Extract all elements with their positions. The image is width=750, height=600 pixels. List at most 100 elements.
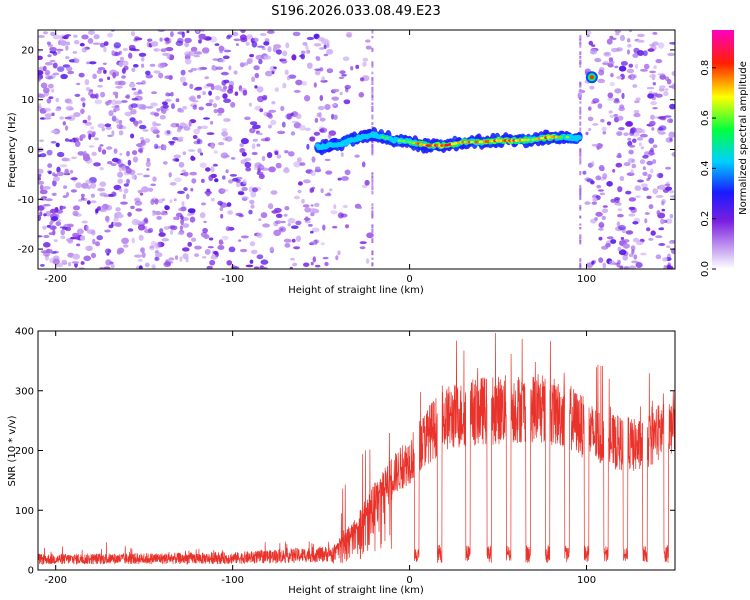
- heatmap-noise-cell: [647, 174, 653, 178]
- heatmap-noise-cell: [83, 255, 91, 262]
- heatmap-noise-cell: [274, 151, 279, 155]
- heatmap-noise-cell: [239, 148, 246, 153]
- heatmap-noise-cell: [198, 106, 204, 111]
- heatmap-noise-cell: [263, 41, 270, 46]
- heatmap-noise-cell: [657, 42, 665, 49]
- heatmap-noise-cell: [65, 105, 73, 111]
- heatmap-noise-cell: [116, 123, 123, 130]
- heatmap-stripe-cell: [371, 250, 374, 256]
- heatmap-noise-cell: [249, 121, 258, 126]
- heatmap-noise-cell: [249, 127, 256, 134]
- heatmap-noise-cell: [617, 214, 624, 218]
- heatmap-noise-cell: [164, 75, 171, 79]
- heatmap-noise-cell: [113, 148, 118, 154]
- heatmap-noise-cell: [55, 221, 62, 227]
- heatmap-noise-cell: [228, 84, 234, 91]
- heatmap-noise-cell: [606, 181, 613, 187]
- heatmap-noise-cell: [249, 199, 255, 205]
- heatmap-noise-cell: [118, 130, 124, 136]
- heatmap-noise-cell: [248, 102, 252, 107]
- heatmap-stripe-cell: [579, 215, 582, 219]
- heatmap-noise-cell: [88, 61, 97, 65]
- heatmap-noise-cell: [66, 41, 71, 46]
- heatmap-noise-cell: [199, 152, 204, 156]
- heatmap-noise-cell: [152, 212, 156, 217]
- heatmap-noise-cell: [267, 203, 274, 210]
- heatmap-noise-cell: [319, 47, 325, 50]
- heatmap-stripe-cell: [579, 85, 582, 88]
- heatmap-noise-cell: [88, 145, 95, 148]
- heatmap-noise-cell: [152, 176, 157, 182]
- heatmap-noise-cell: [664, 183, 671, 187]
- heatmap-noise-cell: [80, 134, 86, 139]
- heatmap-noise-cell: [58, 219, 62, 222]
- heatmap-noise-cell: [190, 156, 196, 161]
- heatmap-ytick-label: -10: [18, 195, 34, 206]
- heatmap-noise-cell: [657, 73, 666, 76]
- heatmap-stripe-cell: [371, 207, 374, 210]
- heatmap-noise-cell: [244, 161, 252, 168]
- heatmap-stripe-cell: [371, 224, 374, 228]
- heatmap-noise-cell: [327, 134, 332, 139]
- heatmap-noise-cell: [614, 30, 622, 34]
- heatmap-noise-cell: [659, 116, 667, 121]
- heatmap-noise-cell: [308, 224, 313, 227]
- heatmap-noise-cell: [254, 85, 258, 89]
- snr-axes: -200 -100 0 100 0 100 200 300 400: [15, 327, 675, 586]
- heatmap-noise-cell: [133, 91, 141, 96]
- heatmap-noise-cell: [199, 162, 207, 168]
- heatmap-noise-cell: [99, 209, 107, 213]
- heatmap-noise-cell: [661, 208, 666, 212]
- heatmap-noise-cell: [275, 162, 282, 169]
- heatmap-noise-cell: [210, 120, 214, 125]
- heatmap-noise-cell: [156, 108, 161, 112]
- heatmap-stripe-cell: [371, 94, 374, 99]
- snr-xlabel: Height of straight line (km): [288, 585, 424, 596]
- heatmap-noise-cell: [116, 213, 124, 219]
- heatmap-noise-cell: [235, 181, 241, 188]
- heatmap-noise-cell: [48, 171, 52, 175]
- heatmap-noise-cell: [98, 146, 102, 153]
- heatmap-noise-cell: [633, 110, 640, 114]
- heatmap-noise-cell: [137, 221, 145, 225]
- heatmap-noise-cell: [43, 203, 51, 207]
- heatmap-noise-cell: [64, 116, 72, 120]
- heatmap-noise-cell: [317, 36, 325, 42]
- heatmap-stripe-cell: [371, 182, 374, 186]
- heatmap-noise-cell: [60, 40, 67, 46]
- heatmap-noise-cell: [63, 185, 68, 189]
- heatmap-noise-cell: [628, 75, 632, 79]
- heatmap-noise-cell: [150, 102, 158, 107]
- heatmap-noise-cell: [588, 106, 592, 111]
- heatmap-noise-cell: [601, 208, 609, 214]
- heatmap-noise-cell: [652, 92, 658, 97]
- heatmap-noise-cell: [85, 179, 92, 184]
- heatmap-noise-cell: [648, 237, 654, 241]
- heatmap-noise-cell: [291, 225, 299, 229]
- heatmap-noise-cell: [284, 243, 291, 248]
- heatmap-noise-cell: [38, 174, 42, 177]
- heatmap-noise-cell: [38, 168, 44, 174]
- heatmap-noise-cell: [608, 60, 615, 65]
- heatmap-stripe-cell: [579, 44, 582, 48]
- heatmap-stripe-cell: [579, 121, 582, 126]
- heatmap-noise-cell: [121, 165, 127, 172]
- heatmap-noise-cell: [208, 237, 214, 241]
- heatmap-noise-cell: [217, 107, 225, 114]
- heatmap-noise-cell: [258, 173, 265, 180]
- heatmap-noise-cell: [652, 159, 657, 164]
- heatmap-noise-cell: [157, 241, 162, 248]
- heatmap-noise-cell: [136, 173, 144, 176]
- heatmap-noise-cell: [51, 192, 57, 196]
- heatmap-noise-cell: [52, 72, 60, 76]
- heatmap-noise-cell: [145, 74, 153, 79]
- heatmap-noise-cell: [666, 245, 671, 248]
- heatmap-noise-cell: [203, 117, 210, 120]
- heatmap-noise-cell: [616, 221, 621, 227]
- heatmap-noise-cell: [90, 182, 97, 189]
- heatmap-noise-cell: [88, 133, 92, 140]
- heatmap-noise-cell: [188, 96, 196, 102]
- heatmap-noise-cell: [52, 62, 58, 69]
- heatmap-noise-cell: [601, 126, 607, 132]
- heatmap-noise-cell: [599, 221, 604, 226]
